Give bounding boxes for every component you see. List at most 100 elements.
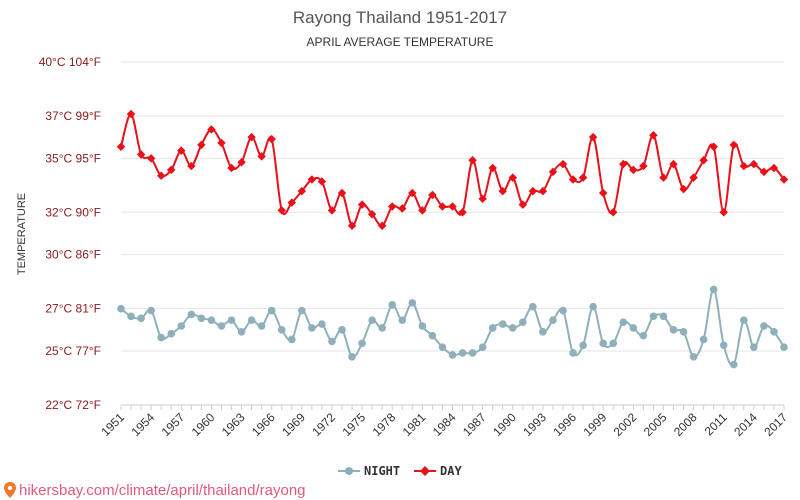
data-point-day[interactable] (237, 157, 246, 167)
data-point-night[interactable] (277, 326, 286, 334)
data-point-day[interactable] (498, 186, 507, 196)
data-point-day[interactable] (207, 125, 216, 134)
data-point-night[interactable] (659, 312, 668, 321)
data-point-night[interactable] (599, 339, 607, 348)
data-point-day[interactable] (126, 109, 136, 119)
data-point-day[interactable] (387, 202, 397, 211)
data-point-night[interactable] (418, 322, 427, 330)
data-point-day[interactable] (608, 208, 618, 217)
data-point-night[interactable] (207, 316, 216, 325)
data-point-day[interactable] (307, 175, 317, 184)
data-point-night[interactable] (157, 333, 165, 342)
data-point-day[interactable] (277, 206, 286, 215)
data-point-night[interactable] (539, 327, 547, 336)
data-point-night[interactable] (217, 322, 226, 330)
data-point-day[interactable] (448, 202, 457, 211)
data-point-day[interactable] (367, 209, 377, 219)
data-point-night[interactable] (227, 316, 236, 325)
data-point-night[interactable] (679, 327, 688, 336)
data-point-night[interactable] (348, 353, 356, 361)
data-point-night[interactable] (368, 316, 376, 325)
data-point-night[interactable] (669, 326, 678, 334)
data-point-night[interactable] (508, 324, 517, 332)
data-point-day[interactable] (166, 165, 176, 175)
data-point-day[interactable] (488, 163, 497, 173)
data-point-day[interactable] (508, 173, 518, 182)
data-point-day[interactable] (739, 161, 749, 171)
data-point-night[interactable] (338, 326, 346, 334)
data-point-night[interactable] (488, 324, 497, 332)
data-point-night[interactable] (438, 343, 447, 351)
data-point-night[interactable] (308, 324, 316, 332)
data-point-night[interactable] (740, 316, 748, 325)
legend-item-night[interactable]: NIGHT (338, 464, 400, 478)
data-point-night[interactable] (619, 318, 628, 326)
data-point-day[interactable] (408, 188, 417, 198)
data-point-night[interactable] (478, 343, 487, 351)
data-point-day[interactable] (438, 202, 447, 211)
data-point-night[interactable] (549, 316, 557, 325)
data-point-night[interactable] (750, 343, 758, 351)
legend-item-day[interactable]: DAY (414, 464, 462, 478)
data-point-night[interactable] (529, 302, 537, 311)
data-point-night[interactable] (408, 299, 417, 307)
data-point-night[interactable] (428, 331, 437, 340)
data-point-night[interactable] (287, 335, 296, 344)
data-point-night[interactable] (699, 335, 708, 344)
data-point-day[interactable] (357, 200, 367, 209)
data-point-night[interactable] (770, 327, 778, 336)
data-point-night[interactable] (358, 339, 366, 348)
data-point-night[interactable] (117, 304, 125, 313)
data-point-night[interactable] (689, 353, 698, 361)
data-point-day[interactable] (428, 190, 437, 200)
data-point-night[interactable] (257, 322, 266, 330)
data-point-day[interactable] (679, 184, 688, 194)
data-point-night[interactable] (398, 316, 407, 325)
data-point-day[interactable] (468, 156, 477, 165)
data-point-day[interactable] (337, 188, 347, 198)
data-point-day[interactable] (377, 221, 387, 231)
data-point-night[interactable] (760, 322, 768, 330)
data-point-night[interactable] (318, 320, 326, 328)
data-point-night[interactable] (639, 331, 648, 340)
data-point-night[interactable] (167, 329, 176, 338)
data-point-day[interactable] (177, 146, 186, 155)
data-point-day[interactable] (146, 154, 156, 163)
data-point-night[interactable] (589, 302, 597, 311)
data-point-night[interactable] (448, 351, 457, 359)
data-point-night[interactable] (629, 324, 638, 332)
data-point-night[interactable] (237, 327, 246, 336)
data-point-day[interactable] (257, 152, 266, 161)
data-point-night[interactable] (468, 349, 477, 357)
data-point-night[interactable] (719, 341, 728, 350)
data-point-night[interactable] (388, 300, 397, 309)
data-point-night[interactable] (247, 316, 256, 325)
data-point-night[interactable] (458, 349, 467, 357)
data-point-day[interactable] (699, 156, 708, 165)
data-point-day[interactable] (187, 161, 196, 171)
data-point-day[interactable] (719, 208, 728, 217)
data-point-night[interactable] (609, 339, 618, 348)
data-point-night[interactable] (328, 337, 336, 346)
data-point-day[interactable] (347, 221, 357, 231)
data-point-night[interactable] (378, 324, 386, 332)
data-point-day[interactable] (197, 140, 206, 150)
data-point-day[interactable] (418, 206, 427, 215)
data-point-night[interactable] (127, 312, 135, 321)
data-point-night[interactable] (177, 322, 186, 330)
data-point-night[interactable] (519, 318, 527, 326)
data-point-day[interactable] (267, 134, 276, 144)
data-point-night[interactable] (187, 310, 196, 319)
data-point-day[interactable] (136, 150, 146, 159)
data-point-night[interactable] (498, 320, 507, 328)
data-point-day[interactable] (217, 138, 226, 148)
data-point-night[interactable] (197, 314, 206, 323)
data-point-day[interactable] (598, 188, 608, 198)
data-point-day[interactable] (227, 163, 236, 173)
data-point-day[interactable] (116, 142, 126, 152)
data-point-night[interactable] (137, 314, 145, 323)
data-point-night[interactable] (579, 341, 587, 350)
data-point-night[interactable] (649, 312, 658, 321)
data-point-night[interactable] (147, 306, 155, 315)
data-point-day[interactable] (327, 206, 337, 215)
